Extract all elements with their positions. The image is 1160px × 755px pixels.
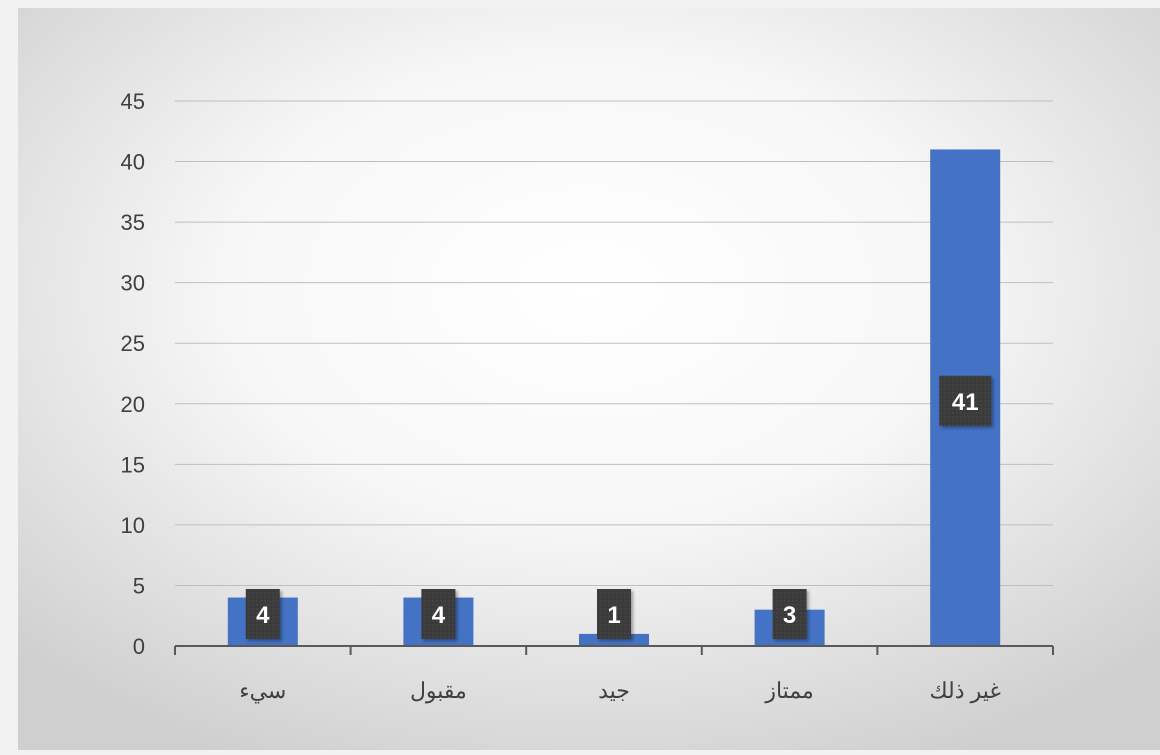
data-label: 3	[772, 589, 807, 639]
x-tick-label: سيء	[239, 678, 286, 703]
y-tick-label: 20	[121, 392, 145, 417]
y-tick-label: 30	[121, 271, 145, 296]
y-tick-label: 0	[133, 634, 145, 659]
data-label: 1	[597, 589, 631, 639]
bar	[579, 633, 649, 646]
x-tick-label: جيد	[598, 678, 630, 703]
y-tick-label: 45	[121, 89, 145, 114]
data-label-text: 1	[607, 602, 620, 629]
y-axis-ticks: 0 5 10 15 20 25 30 35 40 45	[121, 89, 145, 659]
y-tick-label: 5	[133, 573, 145, 598]
x-tick-label: مقبول	[410, 678, 467, 704]
data-label-box	[772, 589, 807, 639]
data-label-text: 3	[783, 602, 796, 629]
y-tick-label: 10	[121, 513, 145, 538]
data-label: 4	[421, 589, 456, 639]
y-tick-label: 25	[121, 331, 145, 356]
data-label-box	[245, 589, 280, 639]
y-tick-label: 35	[121, 210, 145, 235]
data-label-box	[421, 589, 456, 639]
data-labels: 4 4 1 341	[245, 375, 992, 639]
x-axis-ticks: سيء مقبول جيد ممتاز غير ذلك	[239, 678, 1001, 704]
y-tick-label: 15	[121, 452, 145, 477]
data-label-text: 41	[952, 389, 979, 416]
gridlines	[175, 100, 1053, 586]
data-label-box	[939, 375, 992, 426]
y-tick-label: 40	[121, 150, 145, 175]
x-tick-label: غير ذلك	[929, 678, 1000, 704]
data-label-text: 4	[256, 602, 270, 629]
data-label-text: 4	[432, 602, 446, 629]
data-label: 4	[245, 589, 280, 639]
data-label-box	[597, 589, 631, 639]
x-tick-label: ممتاز	[764, 678, 813, 704]
data-label: 41	[939, 375, 992, 426]
x-axis	[174, 645, 1054, 655]
